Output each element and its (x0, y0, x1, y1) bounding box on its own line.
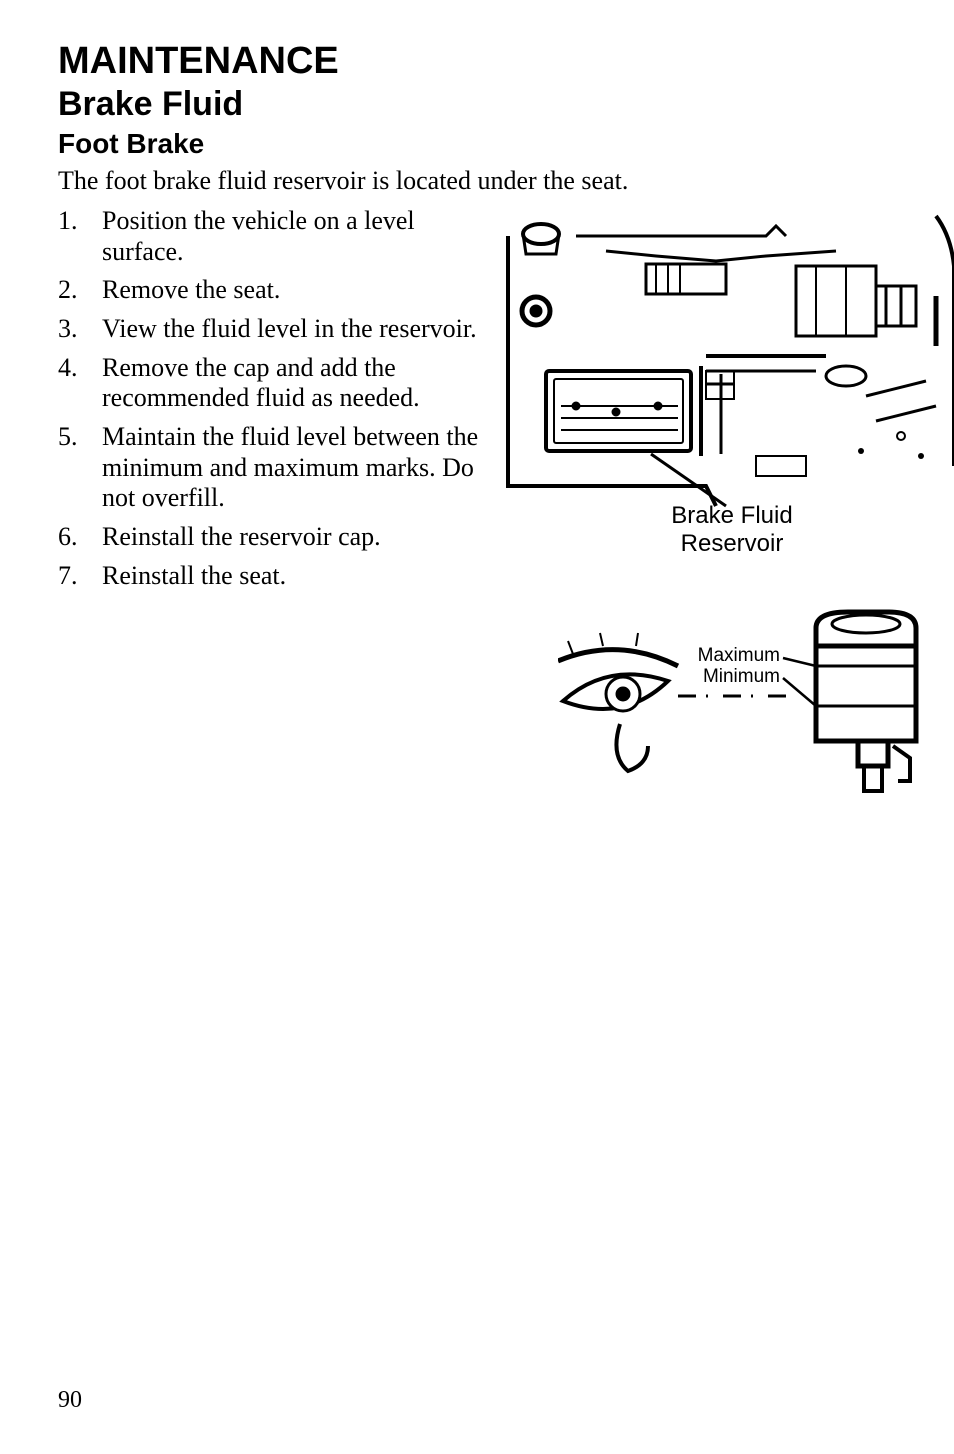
reservoir-caption: Brake Fluid Reservoir (506, 502, 954, 557)
reservoir-diagram: Brake Fluid Reservoir (506, 206, 954, 546)
step-number: 3. (58, 314, 102, 345)
step-item: 5. Maintain the fluid level between the … (58, 422, 498, 514)
step-text: Remove the cap and add the recommended f… (102, 353, 498, 414)
step-number: 4. (58, 353, 102, 414)
min-label: Minimum (703, 666, 780, 687)
intro-text: The foot brake fluid reservoir is locate… (58, 166, 896, 196)
sub-heading: Foot Brake (58, 128, 896, 160)
step-text: Remove the seat. (102, 275, 498, 306)
step-text: Maintain the fluid level between the min… (102, 422, 498, 514)
content-area: 1. Position the vehicle on a level surfa… (58, 206, 896, 591)
step-item: 6. Reinstall the reservoir cap. (58, 522, 498, 553)
steps-list: 1. Position the vehicle on a level surfa… (58, 206, 498, 591)
main-heading: MAINTENANCE (58, 40, 896, 83)
step-number: 5. (58, 422, 102, 514)
step-text: View the fluid level in the reservoir. (102, 314, 498, 345)
step-item: 2. Remove the seat. (58, 275, 498, 306)
fluid-level-diagram: Maximum Minimum (558, 606, 928, 806)
step-item: 4. Remove the cap and add the recommende… (58, 353, 498, 414)
caption-line2: Reservoir (681, 530, 784, 557)
step-number: 7. (58, 561, 102, 592)
step-text: Position the vehicle on a level surface. (102, 206, 498, 267)
step-number: 1. (58, 206, 102, 267)
max-label: Maximum (698, 645, 780, 666)
step-text: Reinstall the reservoir cap. (102, 522, 498, 553)
page-number: 90 (58, 1387, 82, 1414)
step-item: 3. View the fluid level in the reservoir… (58, 314, 498, 345)
section-heading: Brake Fluid (58, 85, 896, 124)
step-item: 7. Reinstall the seat. (58, 561, 498, 592)
step-text: Reinstall the seat. (102, 561, 498, 592)
step-number: 2. (58, 275, 102, 306)
step-item: 1. Position the vehicle on a level surfa… (58, 206, 498, 267)
step-number: 6. (58, 522, 102, 553)
caption-line1: Brake Fluid (671, 502, 792, 529)
